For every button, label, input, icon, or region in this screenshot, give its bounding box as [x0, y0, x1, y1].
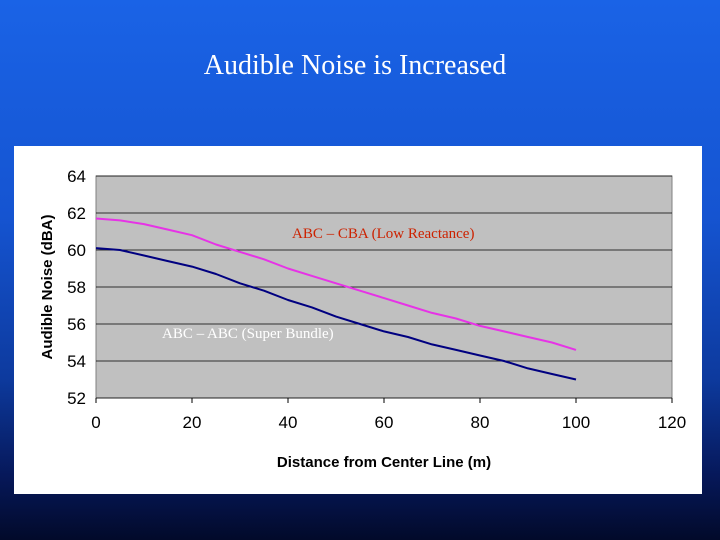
x-tick-label: 40 [279, 413, 298, 432]
x-tick-label: 60 [375, 413, 394, 432]
x-axis-title: Distance from Center Line (m) [277, 454, 491, 471]
series-lines [95, 217, 577, 381]
series-label-super-bundle: ABC – ABC (Super Bundle) [162, 326, 334, 342]
x-tick-label: 100 [562, 413, 590, 432]
y-tick-label: 56 [67, 315, 86, 334]
x-tick-label: 20 [183, 413, 202, 432]
y-axis-title: Audible Noise (dBA) [39, 214, 56, 359]
series-label-low-reactance: ABC – CBA (Low Reactance) [292, 226, 474, 242]
line-chart: 52 54 56 58 60 62 64 0 20 40 60 80 100 120 Distance f… [39, 167, 686, 471]
slide-title: Audible Noise is Increased [203, 50, 507, 81]
series-line-low-reactance [95, 217, 577, 351]
y-tick-label: 62 [67, 204, 86, 223]
tick-labels: 52 54 56 58 60 62 64 0 20 40 60 80 100 120 [67, 167, 686, 432]
x-tick-label: 80 [471, 413, 490, 432]
y-tick-label: 58 [67, 278, 86, 297]
y-tick-label: 54 [67, 352, 86, 371]
x-tick-label: 0 [91, 413, 100, 432]
y-tick-label: 60 [67, 241, 86, 260]
chart-panel: 52 54 56 58 60 62 64 0 20 40 60 80 100 120 Distance f… [14, 146, 702, 494]
series-line-super-bundle [95, 247, 577, 381]
y-tick-label: 64 [67, 167, 86, 186]
x-tick-label: 120 [658, 413, 686, 432]
y-tick-label: 52 [67, 389, 86, 408]
